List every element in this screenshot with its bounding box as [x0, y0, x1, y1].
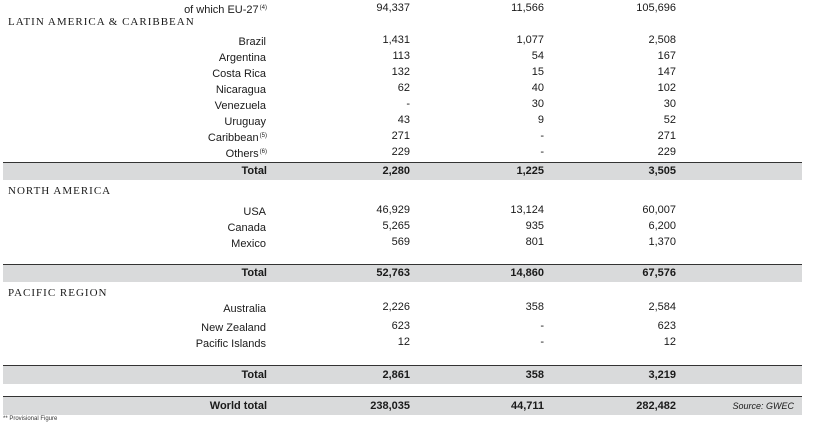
total-row: Total 2,861 358 3,219 — [3, 365, 802, 384]
value-col2: 358 — [525, 369, 544, 381]
value-col1: 113 — [392, 50, 410, 62]
value-col2: 13,124 — [510, 204, 544, 216]
footnote-ref: (6) — [259, 149, 267, 155]
row-label: Pacific Islands — [195, 338, 266, 350]
row-label: Canada — [227, 222, 266, 234]
value-col3: 229 — [657, 146, 676, 158]
row-label: Uruguay — [224, 116, 266, 128]
value-col2: 54 — [531, 50, 544, 62]
total-row: Total 2,280 1,225 3,505 — [3, 162, 802, 180]
value-col3: 3,505 — [648, 165, 676, 177]
value-col2: 15 — [531, 66, 544, 78]
value-col2: 44,711 — [510, 400, 544, 412]
row-label: World total — [209, 400, 267, 412]
world-total-row: World total 238,035 44,711 282,482 Sourc… — [3, 396, 802, 415]
region-heading-latin-america: LATIN AMERICA & CARIBBEAN — [8, 16, 195, 28]
value-col2: 358 — [525, 301, 544, 313]
value-col2: 801 — [525, 236, 544, 248]
total-row: Total 52,763 14,860 67,576 — [3, 264, 802, 282]
region-heading-north-america: NORTH AMERICA — [8, 185, 112, 197]
value-col3: 52 — [663, 114, 676, 126]
value-col1: 229 — [391, 146, 410, 158]
value-col1: 132 — [391, 66, 410, 78]
row-label: of which EU-27 — [184, 4, 259, 16]
value-col3: 12 — [663, 336, 676, 348]
value-col3: 147 — [657, 66, 676, 78]
value-col3: 167 — [657, 50, 676, 62]
value-col1: 52,763 — [376, 267, 410, 279]
value-col1: 46,929 — [376, 204, 410, 216]
value-col1: 2,861 — [382, 369, 410, 381]
value-col1: 2,280 — [382, 165, 410, 177]
row-label: Total — [241, 267, 267, 279]
row-label: Others — [225, 148, 259, 160]
row-label: Total — [241, 369, 267, 381]
value-col3: 623 — [657, 320, 676, 332]
value-col1: - — [406, 98, 410, 110]
value-col2: 40 — [531, 82, 544, 94]
row-label: Argentina — [218, 52, 266, 64]
row-label: USA — [243, 206, 266, 218]
value-col2: 9 — [537, 114, 544, 126]
row-label: Venezuela — [214, 100, 266, 112]
value-col1: 12 — [397, 336, 410, 348]
value-col1: 569 — [391, 236, 410, 248]
value-col1: 62 — [397, 82, 410, 94]
footnote-ref: (4) — [259, 5, 267, 11]
row-label: Total — [241, 165, 267, 177]
row-label: Nicaragua — [215, 84, 266, 96]
value-col3: 105,696 — [636, 2, 676, 14]
value-col3: 67,576 — [642, 267, 676, 279]
value-col3: 60,007 — [642, 204, 676, 216]
row-label: New Zealand — [201, 322, 266, 334]
value-col3: 2,508 — [648, 34, 676, 46]
value-col1: 5,265 — [382, 220, 410, 232]
value-col1: 94,337 — [376, 2, 410, 14]
value-col2: 1,077 — [516, 34, 544, 46]
value-col2: 1,225 — [516, 165, 544, 177]
footnote: ** Provisional Figure — [3, 416, 58, 422]
row-label: Brazil — [238, 36, 266, 48]
row-label: Australia — [223, 303, 266, 315]
value-col3: 1,370 — [648, 236, 676, 248]
value-col2: - — [540, 336, 544, 348]
footnote-ref: (5) — [259, 133, 267, 139]
row-label: Mexico — [231, 238, 266, 250]
value-col2: 11,566 — [511, 2, 544, 14]
region-heading-pacific: PACIFIC REGION — [8, 287, 108, 299]
row-label: Caribbean — [207, 132, 259, 144]
value-col3: 271 — [657, 130, 676, 142]
value-col3: 6,200 — [648, 220, 676, 232]
value-col3: 3,219 — [648, 369, 676, 381]
value-col1: 271 — [391, 130, 410, 142]
value-col3: 282,482 — [636, 400, 676, 412]
value-col3: 102 — [657, 82, 676, 94]
value-col1: 1,431 — [382, 34, 410, 46]
value-col1: 2,226 — [382, 301, 410, 313]
value-col2: - — [540, 130, 544, 142]
value-col3: 2,584 — [648, 301, 676, 313]
value-col2: - — [540, 320, 544, 332]
value-col2: - — [540, 146, 544, 158]
value-col1: 623 — [391, 320, 410, 332]
row-label: Costa Rica — [212, 68, 266, 80]
source-note: Source: GWEC — [732, 401, 794, 411]
value-col2: 14,860 — [510, 267, 544, 279]
value-col1: 43 — [397, 114, 410, 126]
value-col3: 30 — [663, 98, 676, 110]
value-col2: 935 — [525, 220, 544, 232]
value-col2: 30 — [531, 98, 544, 110]
value-col1: 238,035 — [370, 400, 410, 412]
